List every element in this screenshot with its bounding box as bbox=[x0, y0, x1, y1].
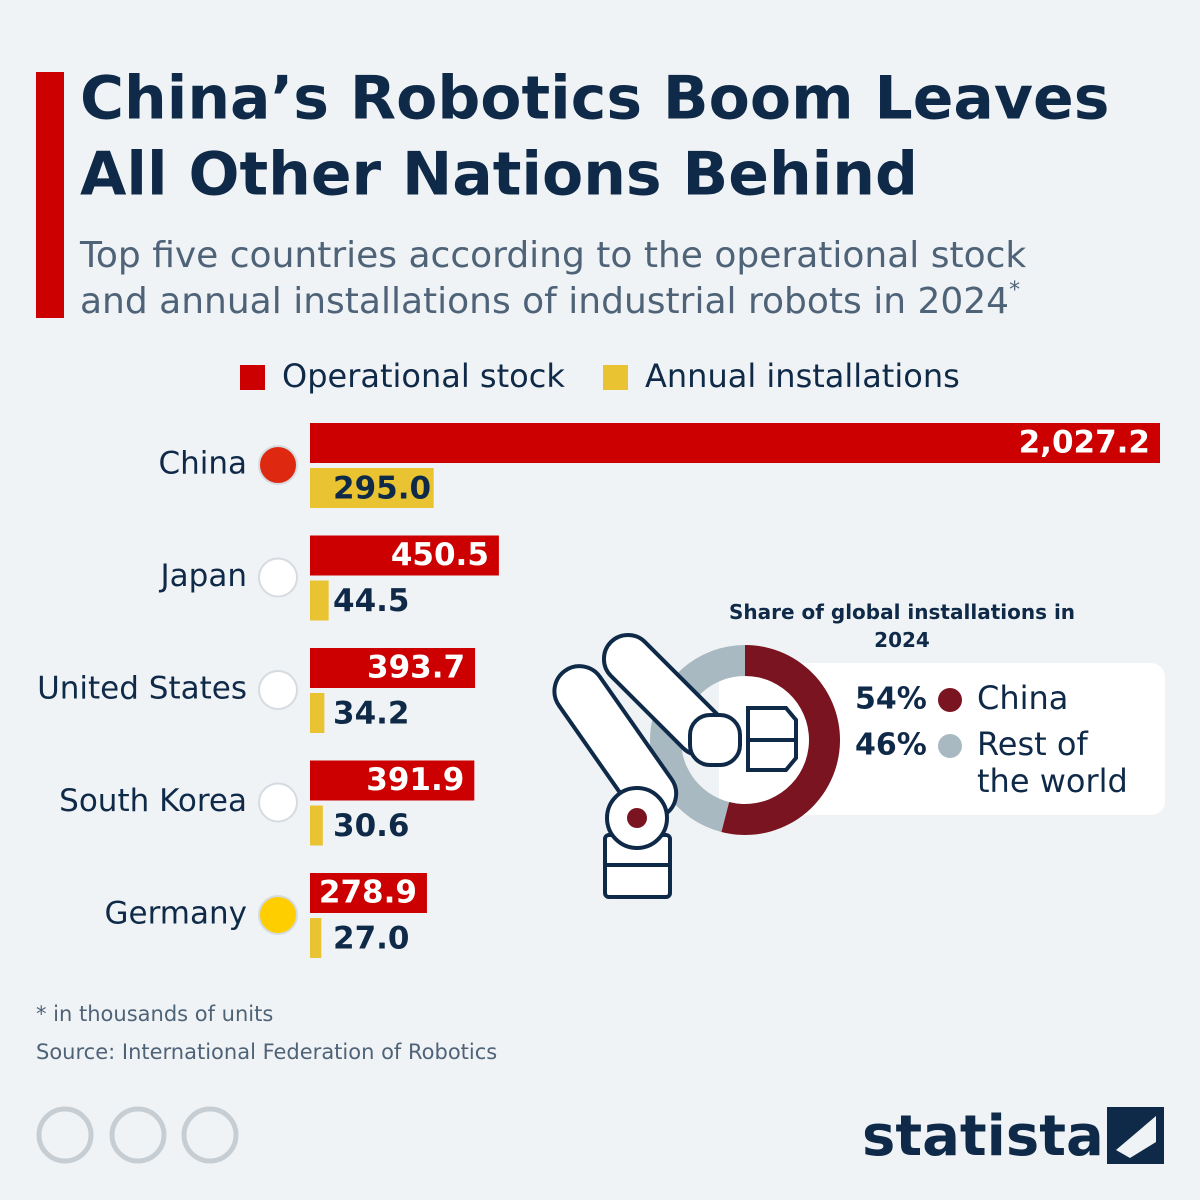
legend-swatch bbox=[603, 365, 628, 390]
value-label: 393.7 bbox=[367, 650, 465, 686]
bar bbox=[310, 468, 434, 508]
legend-label: Operational stock bbox=[282, 357, 565, 395]
robot-icon bbox=[552, 632, 798, 899]
value-label: 27.0 bbox=[333, 921, 410, 957]
bar bbox=[310, 760, 475, 801]
flag-icon bbox=[258, 782, 298, 823]
value-label: 44.5 bbox=[333, 583, 410, 619]
bar bbox=[310, 693, 325, 733]
category-label: South Korea bbox=[59, 783, 247, 819]
brand-logo bbox=[1107, 1107, 1164, 1164]
bar bbox=[310, 805, 323, 846]
source: Source: International Federation of Robo… bbox=[36, 1040, 497, 1064]
flag-icon bbox=[258, 670, 298, 710]
bar bbox=[310, 648, 476, 688]
bar bbox=[310, 918, 322, 958]
accent-bar bbox=[36, 72, 64, 318]
legend-label: China bbox=[977, 679, 1069, 717]
title: China’s Robotics Boom Leaves bbox=[80, 64, 1109, 134]
donut-value-label: 54% bbox=[855, 682, 927, 717]
bar bbox=[310, 873, 427, 913]
value-label: 278.9 bbox=[319, 875, 417, 911]
donut-slice bbox=[721, 645, 841, 836]
subtitle: Top five countries according to the oper… bbox=[79, 235, 1026, 276]
value-label: 391.9 bbox=[366, 762, 464, 798]
subtitle-text: and annual installations of industrial r… bbox=[80, 281, 1009, 322]
category-label: Japan bbox=[159, 558, 247, 594]
bar bbox=[310, 535, 499, 576]
donut-title: Share of global installations in 2024 bbox=[728, 600, 1076, 652]
legend-swatch bbox=[938, 734, 962, 758]
brand: statista bbox=[862, 1104, 1104, 1169]
title: All Other Nations Behind bbox=[80, 140, 918, 210]
category-label: Germany bbox=[105, 896, 247, 932]
donut-value-label: 46% bbox=[855, 728, 927, 763]
value-label: 295.0 bbox=[333, 471, 431, 507]
legend-swatch bbox=[240, 365, 265, 390]
legend-label: Annual installations bbox=[645, 357, 960, 395]
value-label: 2,027.2 bbox=[1019, 425, 1150, 461]
bar bbox=[310, 580, 329, 621]
value-label: 450.5 bbox=[391, 537, 489, 573]
bar bbox=[310, 423, 1160, 463]
note: * in thousands of units bbox=[36, 1002, 273, 1026]
value-label: 30.6 bbox=[333, 808, 410, 844]
category-label: China bbox=[158, 446, 247, 482]
legend-swatch bbox=[938, 688, 962, 712]
footnote-mark: * bbox=[1009, 278, 1020, 303]
subtitle: and annual installations of industrial r… bbox=[80, 278, 1020, 322]
flag-icon bbox=[258, 445, 298, 485]
flag-icon bbox=[258, 557, 298, 598]
flag-icon bbox=[258, 895, 298, 935]
category-label: United States bbox=[37, 671, 247, 707]
license-icons bbox=[36, 1106, 239, 1164]
value-label: 34.2 bbox=[333, 696, 410, 732]
legend-label: Rest of the world bbox=[977, 725, 1128, 800]
